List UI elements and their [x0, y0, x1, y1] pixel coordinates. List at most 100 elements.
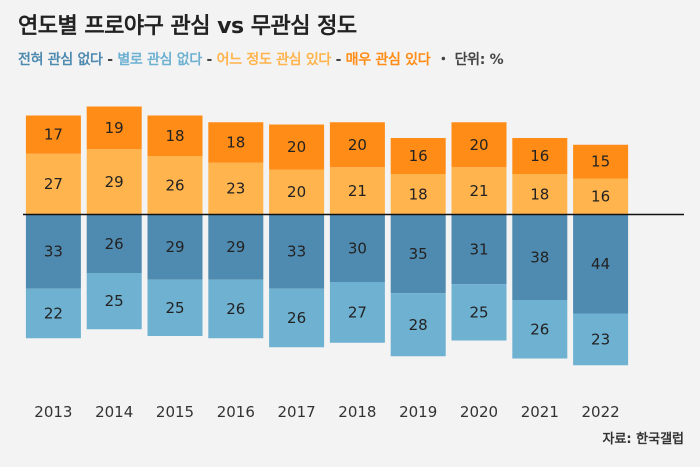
data-label: 26 [165, 176, 184, 194]
bar-segment [390, 293, 446, 357]
data-label: 18 [530, 185, 549, 203]
data-label: 20 [348, 136, 367, 154]
bar-segment [208, 279, 264, 339]
bar-segment [329, 282, 385, 343]
bar-segment [512, 138, 568, 174]
x-tick-label: 2013 [34, 403, 72, 421]
bar-segment [25, 214, 81, 289]
x-tick-label: 2014 [95, 403, 133, 421]
data-label: 27 [44, 175, 63, 193]
bar-segment [147, 156, 203, 215]
data-label: 19 [105, 119, 124, 137]
data-label: 23 [591, 330, 610, 348]
x-tick-label: 2016 [217, 403, 255, 421]
bar-segment [329, 214, 385, 282]
bar-segment [86, 149, 142, 215]
data-label: 30 [348, 239, 367, 257]
bar-segment [451, 122, 507, 168]
bar-segment [451, 284, 507, 341]
legend-separator: - [102, 52, 118, 68]
legend-item-not-at-all: 전혀 관심 없다 [18, 52, 103, 68]
bar-segment [390, 138, 446, 174]
data-label: 26 [105, 235, 124, 253]
data-label: 26 [226, 300, 245, 318]
bar-segment [451, 167, 507, 215]
data-label: 27 [348, 303, 367, 321]
data-label: 33 [287, 243, 306, 261]
bar-segment [86, 214, 142, 273]
bar-segment [208, 122, 264, 163]
bar-segment [208, 214, 264, 280]
bar-segment [512, 214, 568, 300]
legend-item-very: 매우 관심 있다 [345, 52, 431, 68]
bar-segment [269, 169, 325, 215]
x-tick-label: 2015 [156, 403, 194, 421]
data-label: 16 [409, 147, 428, 165]
x-tick-label: 2021 [521, 403, 559, 421]
data-label: 21 [469, 182, 488, 200]
bar-segment [573, 178, 629, 215]
bar-segment [147, 115, 203, 156]
x-tick-label: 2022 [582, 403, 620, 421]
data-label: 18 [226, 134, 245, 152]
data-label: 33 [44, 243, 63, 261]
data-label: 26 [530, 320, 549, 338]
data-label: 29 [226, 238, 245, 256]
data-label: 44 [591, 255, 610, 273]
bar-segment [329, 167, 385, 215]
legend-separator: - [201, 52, 217, 68]
x-tick-label: 2019 [399, 403, 437, 421]
bar-segment [329, 122, 385, 168]
bar-segment [573, 214, 629, 314]
bar-segment [573, 144, 629, 179]
legend-item-not-much: 별로 관심 없다 [117, 52, 202, 68]
legend-item-somewhat: 어느 정도 관심 있다 [216, 52, 332, 68]
legend-separator: - [331, 52, 346, 68]
data-label: 21 [348, 182, 367, 200]
bar-segment [147, 214, 203, 280]
data-label: 38 [530, 248, 549, 266]
legend: 전혀 관심 없다 - 별로 관심 없다 - 어느 정도 관심 있다 - 매우 관… [18, 49, 504, 69]
x-tick-label: 2017 [278, 403, 316, 421]
data-label: 16 [591, 188, 610, 206]
data-label: 15 [591, 153, 610, 171]
bar-segment [390, 174, 446, 215]
bar-segment [86, 106, 142, 150]
bar-segment [25, 115, 81, 154]
x-tick-label: 2018 [338, 403, 376, 421]
data-label: 29 [165, 238, 184, 256]
bar-segment [512, 300, 568, 359]
bar-segment [269, 214, 325, 289]
bar-segment [86, 273, 142, 330]
data-label: 23 [226, 180, 245, 198]
data-label: 25 [105, 292, 124, 310]
data-label: 18 [165, 127, 184, 145]
bar-segment [25, 153, 81, 215]
data-label: 35 [409, 245, 428, 263]
bar-segment [573, 313, 629, 366]
bar-segment [25, 288, 81, 339]
legend-unit: ・ 단위: % [436, 52, 504, 68]
bar-segment [390, 214, 446, 294]
data-label: 28 [409, 316, 428, 334]
bar-segment [147, 279, 203, 336]
data-label: 25 [469, 303, 488, 321]
data-label: 20 [287, 183, 306, 201]
data-label: 17 [44, 126, 63, 144]
bar-segment [208, 162, 264, 215]
data-label: 25 [165, 299, 184, 317]
data-label: 20 [287, 138, 306, 156]
data-label: 20 [469, 136, 488, 154]
bar-segment [512, 174, 568, 215]
source-note: 자료: 한국갤럽 [602, 432, 685, 447]
bar-segment [269, 124, 325, 170]
data-label: 18 [409, 185, 428, 203]
data-label: 31 [469, 240, 488, 258]
bar-segment [451, 214, 507, 285]
data-label: 16 [530, 147, 549, 165]
x-tick-label: 2020 [460, 403, 498, 421]
data-label: 29 [105, 173, 124, 191]
data-label: 22 [44, 305, 63, 323]
bar-segment [269, 288, 325, 348]
